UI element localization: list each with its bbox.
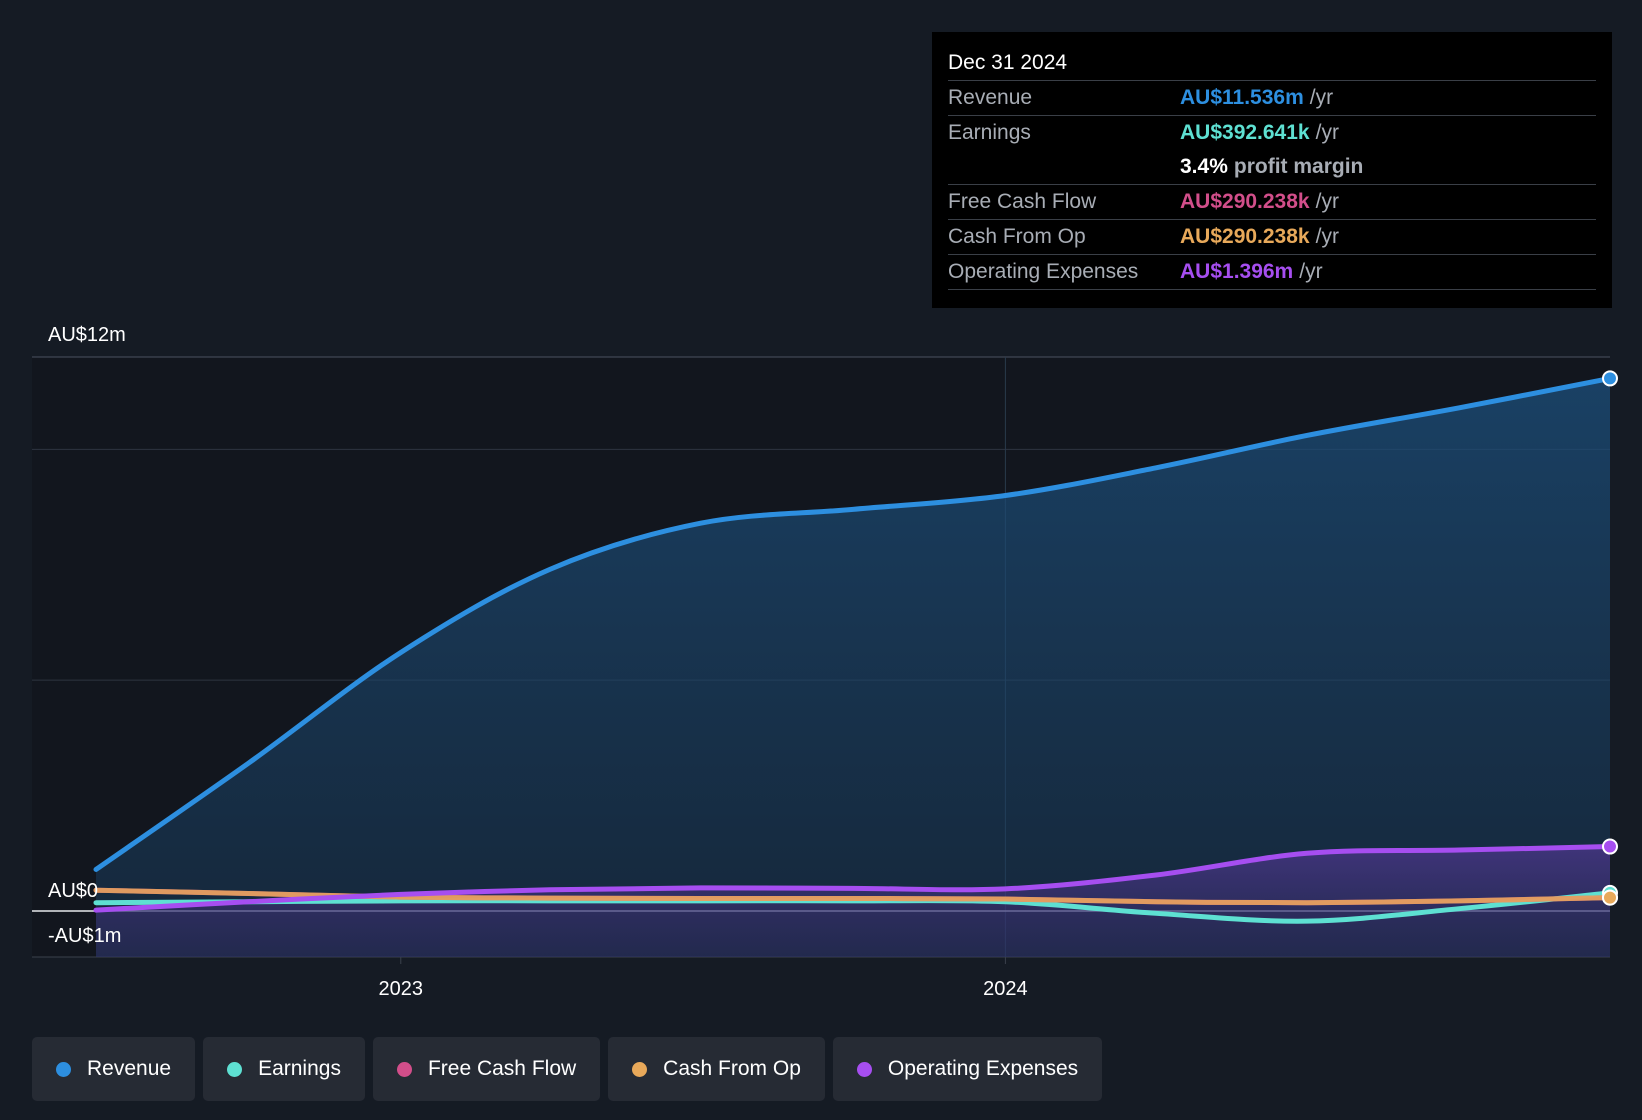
x-tick-label: 2024: [983, 978, 1028, 1000]
tooltip: Dec 31 2024 Revenue AU$11.536m /yr Earni…: [932, 32, 1612, 308]
revenue-end-point: [1602, 370, 1618, 387]
tooltip-unit: profit margin: [1233, 155, 1364, 178]
revenue-line: [93, 375, 1613, 872]
tooltip-row-earnings: Earnings AU$392.641k /yr: [948, 116, 1596, 150]
tooltip-value: AU$1.396m: [1180, 260, 1294, 283]
revenue-dot-icon: [56, 1061, 71, 1077]
tooltip-label: Operating Expenses: [948, 260, 1139, 283]
legend-item-operating-expenses[interactable]: Operating Expenses: [832, 1037, 1103, 1101]
revenue-area: [96, 378, 1610, 957]
y-axis-label: -AU$1m: [48, 925, 121, 947]
earnings-dot-icon: [227, 1061, 243, 1077]
tooltip-label: Cash From Op: [948, 225, 1086, 248]
cash-from-op-end-point: [1602, 889, 1618, 906]
cash-from-op-dot-icon: [632, 1061, 648, 1077]
legend: Revenue Earnings Free Cash Flow Cash Fro…: [32, 1037, 1103, 1101]
tooltip-unit: /yr: [1299, 260, 1323, 283]
tooltip-unit: /yr: [1315, 190, 1339, 213]
tooltip-unit: /yr: [1315, 225, 1339, 248]
y-axis-label: AU$0: [48, 880, 98, 902]
legend-item-earnings[interactable]: Earnings: [203, 1037, 365, 1101]
tooltip-unit: /yr: [1309, 86, 1334, 109]
legend-item-cash-from-op[interactable]: Cash From Op: [608, 1037, 825, 1101]
tooltip-label: Revenue: [948, 86, 1033, 109]
tooltip-row-revenue: Revenue AU$11.536m /yr: [948, 81, 1596, 116]
y-axis-label: AU$12m: [48, 324, 126, 346]
operating-expenses-line: [93, 844, 1613, 913]
operating-expenses-dot-icon: [856, 1061, 872, 1077]
x-tick-label: 2023: [379, 978, 424, 1000]
tooltip-label: Earnings: [948, 121, 1031, 144]
legend-item-free-cash-flow[interactable]: Free Cash Flow: [372, 1037, 601, 1101]
tooltip-value: AU$11.536m: [1180, 86, 1304, 109]
legend-label: Cash From Op: [663, 1057, 801, 1080]
legend-label: Free Cash Flow: [427, 1057, 577, 1080]
tooltip-row-operating-expenses: Operating Expenses AU$1.396m /yr: [948, 255, 1596, 290]
legend-item-revenue[interactable]: Revenue: [32, 1037, 196, 1101]
tooltip-date: Dec 31 2024: [948, 46, 1596, 81]
tooltip-value: AU$290.238k: [1180, 190, 1310, 213]
legend-label: Operating Expenses: [887, 1057, 1079, 1080]
legend-label: Revenue: [87, 1057, 172, 1080]
tooltip-unit: /yr: [1315, 121, 1339, 144]
tooltip-label: Free Cash Flow: [948, 190, 1097, 213]
tooltip-row-profit-margin: 3.4% profit margin: [948, 150, 1596, 185]
operating-expenses-end-point: [1602, 838, 1618, 855]
tooltip-value: 3.4%: [1180, 155, 1228, 178]
tooltip-value: AU$392.641k: [1180, 121, 1310, 144]
tooltip-value: AU$290.238k: [1180, 225, 1310, 248]
tooltip-row-cash-from-op: Cash From Op AU$290.238k /yr: [948, 220, 1596, 255]
legend-label: Earnings: [258, 1057, 341, 1080]
tooltip-row-free-cash-flow: Free Cash Flow AU$290.238k /yr: [948, 185, 1596, 220]
free-cash-flow-dot-icon: [396, 1061, 412, 1077]
